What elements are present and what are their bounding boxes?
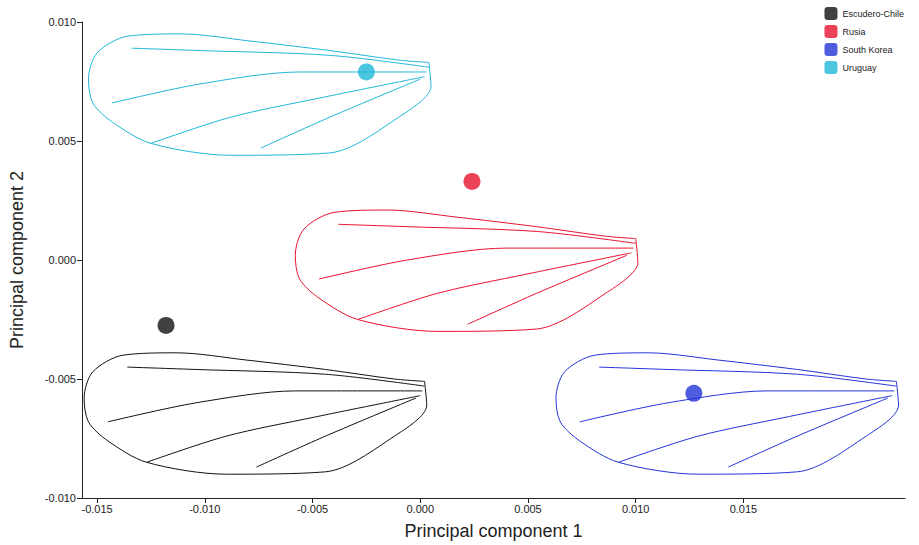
svg-text:Rusia: Rusia: [842, 27, 865, 37]
svg-text:-0.010: -0.010: [189, 503, 220, 515]
svg-text:-0.005: -0.005: [297, 503, 328, 515]
svg-text:-0.005: -0.005: [45, 373, 76, 385]
svg-text:Escudero-Chile: Escudero-Chile: [842, 9, 904, 19]
svg-text:-0.015: -0.015: [81, 503, 112, 515]
svg-text:0.000: 0.000: [406, 503, 434, 515]
svg-text:-0.010: -0.010: [45, 492, 76, 504]
svg-text:0.015: 0.015: [730, 503, 758, 515]
svg-text:Uruguay: Uruguay: [842, 63, 877, 73]
svg-text:Principal component 1: Principal component 1: [404, 521, 582, 541]
svg-text:Principal component 2: Principal component 2: [7, 171, 27, 349]
svg-text:0.010: 0.010: [48, 16, 76, 28]
svg-text:0.010: 0.010: [622, 503, 650, 515]
svg-text:South Korea: South Korea: [842, 45, 892, 55]
svg-text:0.005: 0.005: [514, 503, 542, 515]
svg-text:0.000: 0.000: [48, 254, 76, 266]
svg-text:0.005: 0.005: [48, 135, 76, 147]
